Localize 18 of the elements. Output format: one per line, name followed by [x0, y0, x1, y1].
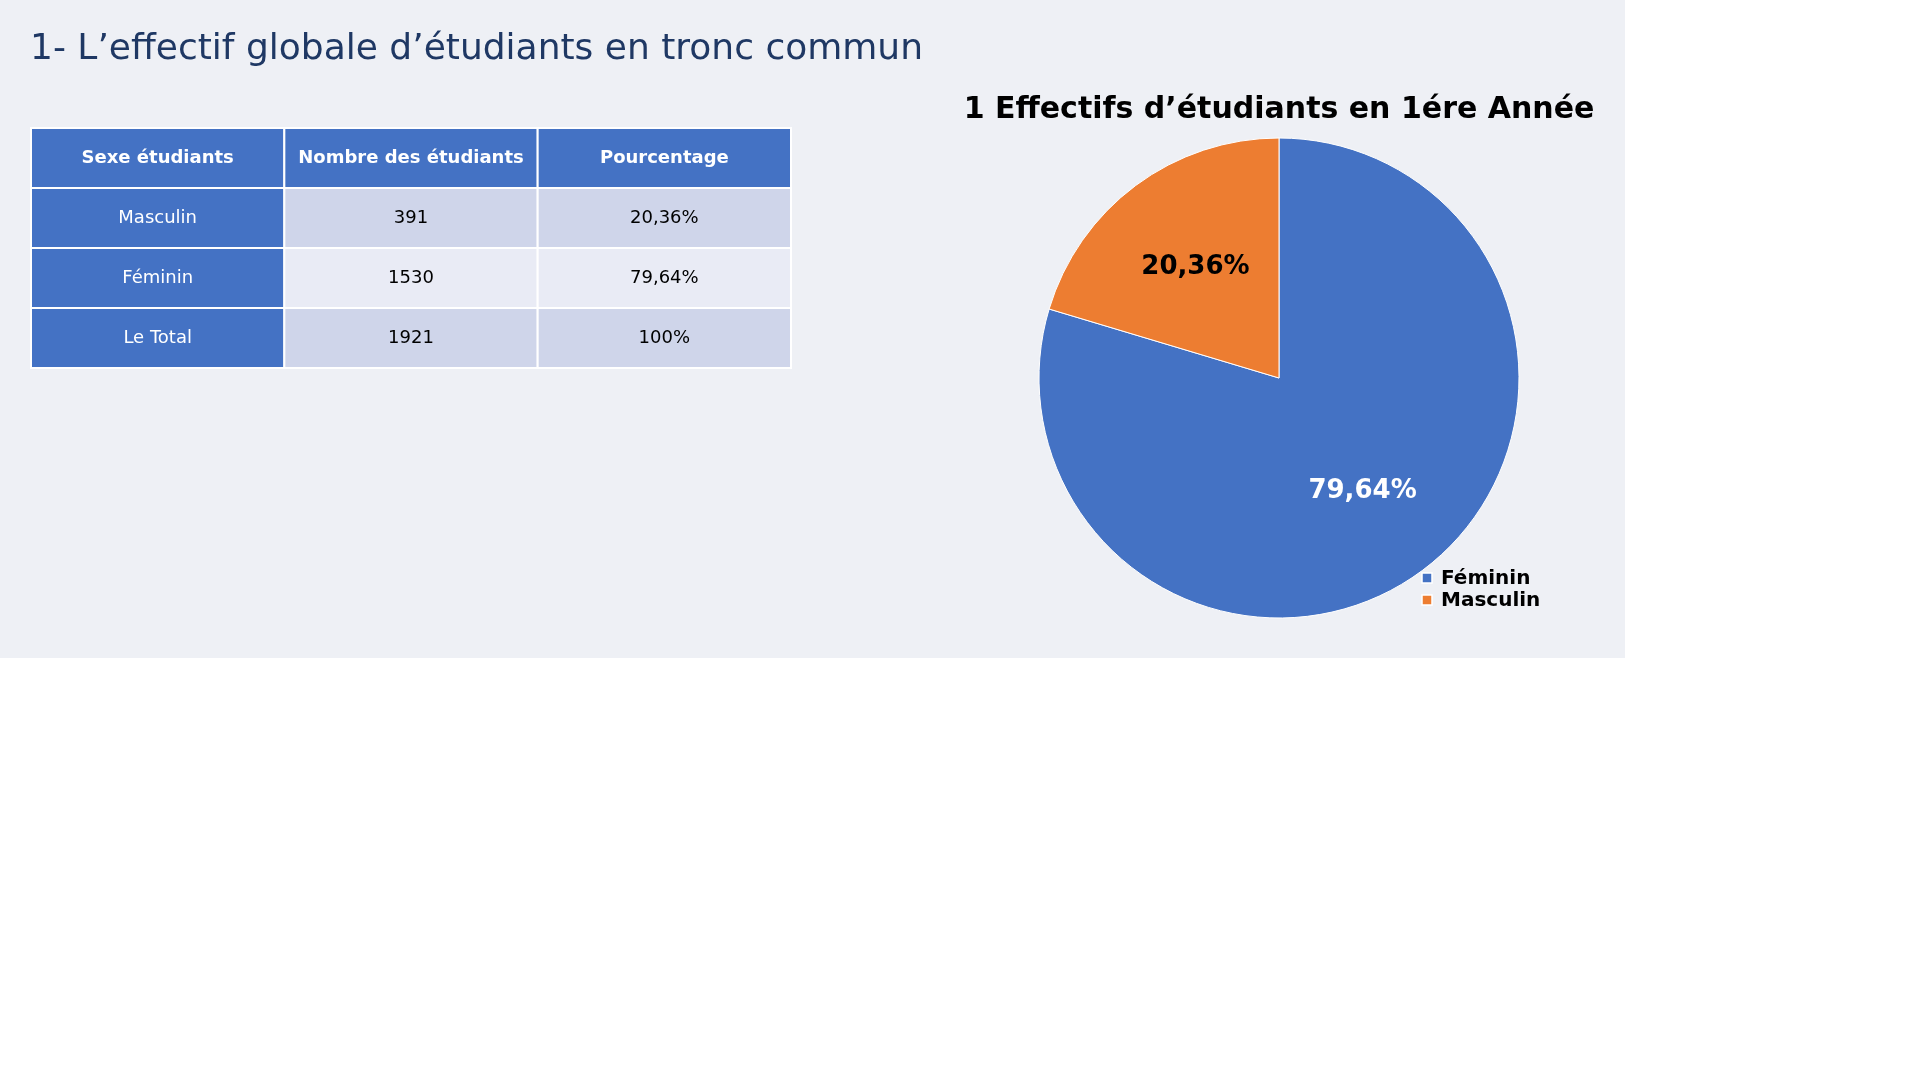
text: 100%: [638, 326, 691, 347]
text: Sexe étudiants: [81, 146, 234, 167]
text: Féminin: [122, 266, 194, 287]
text: 1 Effectifs d’étudiants en 1ére Année: [963, 90, 1595, 125]
text: Le Total: [123, 326, 192, 347]
text: 1- L’effectif globale d’étudiants en tronc commun: [30, 26, 923, 67]
text: 79,64%: [630, 266, 699, 287]
text: Pourcentage: [599, 146, 729, 167]
legend-label: Masculin: [1441, 587, 1541, 611]
data-label: 79,64%: [1308, 474, 1417, 505]
text: 1921: [388, 326, 434, 347]
text: Nombre des étudiants: [298, 146, 524, 167]
text: 20,36%: [630, 206, 699, 227]
text: Masculin: [118, 206, 197, 227]
data-label: 20,36%: [1141, 249, 1250, 280]
text: 391: [393, 206, 429, 227]
legend-label: Féminin: [1441, 565, 1531, 589]
text: 1530: [388, 266, 434, 287]
